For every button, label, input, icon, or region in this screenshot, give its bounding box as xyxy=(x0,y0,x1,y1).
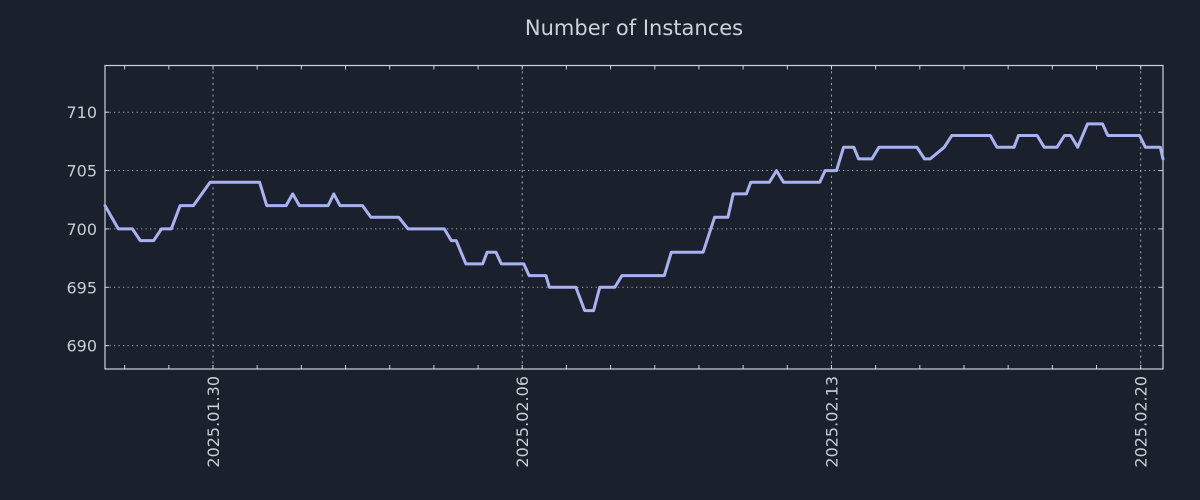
x-tick-label: 2025.01.30 xyxy=(204,376,223,468)
x-tick-label: 2025.02.13 xyxy=(822,376,841,468)
y-tick-label: 700 xyxy=(66,220,97,239)
y-tick-label: 705 xyxy=(66,162,97,181)
plot-border xyxy=(104,64,1164,370)
y-tick-label: 690 xyxy=(66,337,97,356)
x-tick-label: 2025.02.06 xyxy=(513,376,532,468)
chart-title: Number of Instances xyxy=(524,16,744,40)
x-tick-label: 2025.02.20 xyxy=(1132,376,1151,468)
y-tick-label: 710 xyxy=(66,103,97,122)
series-line-instances xyxy=(103,122,1165,313)
y-tick-label: 695 xyxy=(66,278,97,297)
